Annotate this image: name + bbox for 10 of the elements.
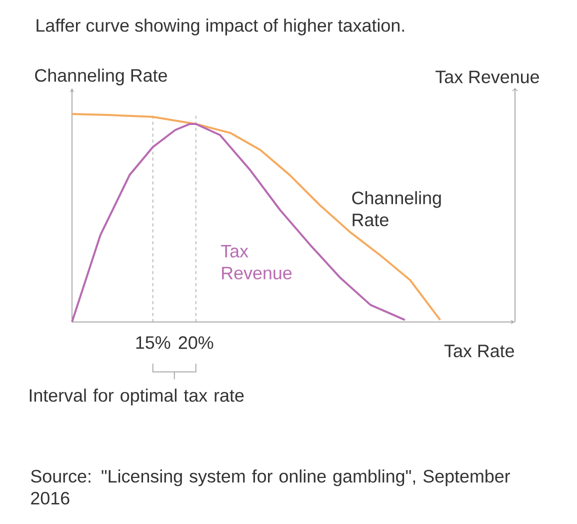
chart-title: Laffer curve showing impact of higher taxation. (36, 18, 404, 36)
series-label: Channeling Rate (352, 191, 441, 226)
series-label: Tax Revenue (221, 244, 292, 280)
x-axis-title: Tax Rate (444, 344, 514, 358)
source-note: Source: "Licensing system for online gambling", September 2016 (31, 469, 510, 505)
x-tick-label: 15% (136, 336, 170, 349)
y-axis-title: Channeling Rate (35, 68, 167, 86)
text: Interval for optimal tax rate (30, 388, 244, 406)
x-tick-label: 20% (178, 336, 214, 349)
y2-axis-title: Tax Revenue (436, 70, 539, 84)
